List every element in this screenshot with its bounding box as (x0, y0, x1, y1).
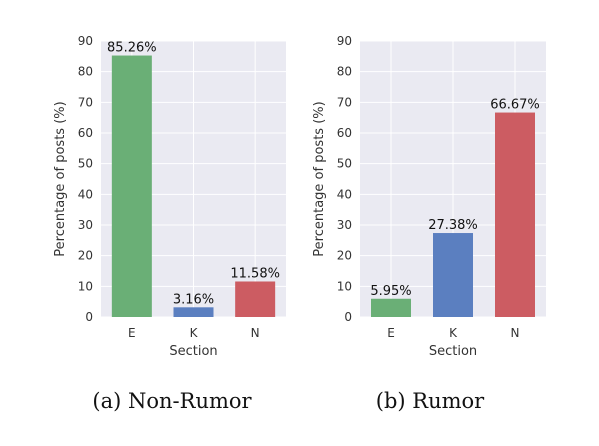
x-tick-label-K: K (449, 326, 458, 340)
x-tick-label-K: K (190, 326, 199, 340)
data-label-E: 5.95% (370, 284, 411, 299)
panel-caption: (b) Rumor (376, 389, 485, 413)
x-axis-label: Section (169, 344, 217, 359)
y-tick-label: 80 (78, 65, 93, 79)
panel-non-rumor: 0 10 20 30 40 50 60 70 80 90 85.26% E 3.16% K 11.58% N S… (53, 34, 286, 413)
y-tick-label: 20 (337, 249, 352, 263)
y-tick-label: 50 (337, 157, 352, 171)
y-tick-label: 30 (337, 218, 352, 232)
data-label-N: 11.58% (230, 266, 280, 281)
data-label-E: 85.26% (107, 41, 157, 56)
y-tick-label: 30 (78, 218, 93, 232)
y-tick-label: 10 (337, 279, 352, 293)
x-tick-label-E: E (387, 326, 395, 340)
x-tick-label-E: E (128, 326, 136, 340)
bar-N (235, 281, 276, 317)
y-tick-label: 60 (78, 126, 93, 140)
data-label-K: 3.16% (173, 292, 214, 307)
x-tick-label-N: N (511, 326, 520, 340)
y-tick-label: 0 (85, 310, 93, 324)
x-tick-label-N: N (251, 326, 260, 340)
bar-E (111, 55, 152, 317)
y-tick-label: 10 (78, 279, 93, 293)
panel-rumor: 0 10 20 30 40 50 60 70 80 90 5.95% E 27.38% K 66.67% N S… (312, 34, 546, 413)
y-tick-label: 40 (337, 187, 352, 201)
y-tick-label: 70 (337, 95, 352, 109)
data-label-N: 66.67% (490, 98, 540, 113)
y-tick-label: 40 (78, 187, 93, 201)
bar-E (371, 298, 411, 317)
x-axis-label: Section (429, 344, 477, 359)
y-tick-label: 50 (78, 157, 93, 171)
y-tick-label: 80 (337, 65, 352, 79)
bar-N (495, 112, 535, 317)
data-label-K: 27.38% (428, 218, 478, 233)
y-tick-label: 90 (78, 34, 93, 48)
y-tick-label: 0 (344, 310, 352, 324)
y-tick-label: 60 (337, 126, 352, 140)
y-tick-label: 90 (337, 34, 352, 48)
y-axis-label: Percentage of posts (%) (312, 101, 327, 256)
bar-K (173, 307, 214, 317)
y-tick-label: 20 (78, 249, 93, 263)
panel-caption: (a) Non-Rumor (92, 389, 252, 413)
y-axis-label: Percentage of posts (%) (53, 101, 68, 256)
bar-K (433, 233, 473, 317)
y-tick-label: 70 (78, 95, 93, 109)
